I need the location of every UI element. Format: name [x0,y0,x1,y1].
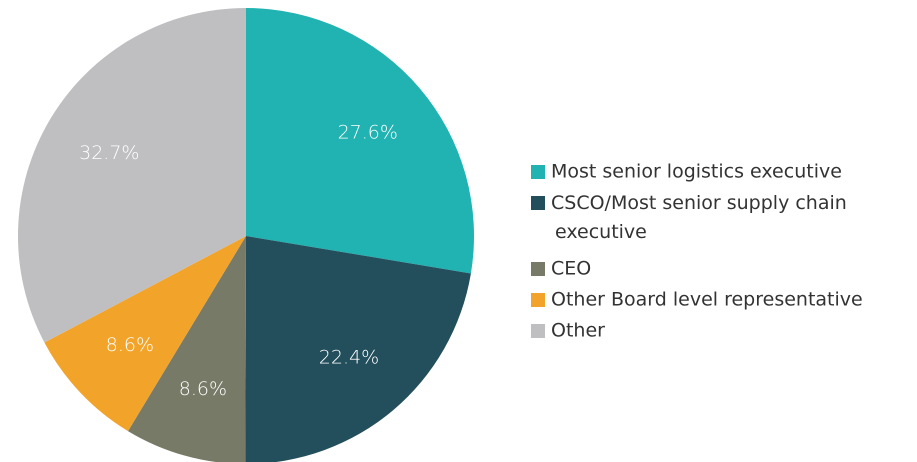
slice-label: 8.6% [106,334,154,356]
legend-swatch [531,293,545,307]
slice-label: 32.7% [79,142,139,164]
legend-swatch [531,196,545,210]
legend-label: Other Board level representative [551,289,863,311]
pie-slice [127,236,246,462]
legend-swatch [531,262,545,276]
legend-line: CSCO/Most senior supply chain [551,192,847,214]
slice-label: 8.6% [179,378,227,400]
legend-line: executive [555,221,647,243]
pie-slice [44,236,247,432]
legend-label: Most senior logistics executive [551,161,842,183]
legend-swatch [531,324,545,338]
legend-label: CEO [551,258,591,280]
pie-slice [246,8,475,274]
pie-slice [245,236,471,462]
slice-label: 27.6% [338,121,398,143]
slice-label: 22.4% [319,346,379,368]
pie-slice [17,8,247,343]
legend-label: Other [551,320,605,342]
legend-label: CSCO/Most senior supply chain executive [551,192,847,243]
legend-swatch [531,165,545,179]
